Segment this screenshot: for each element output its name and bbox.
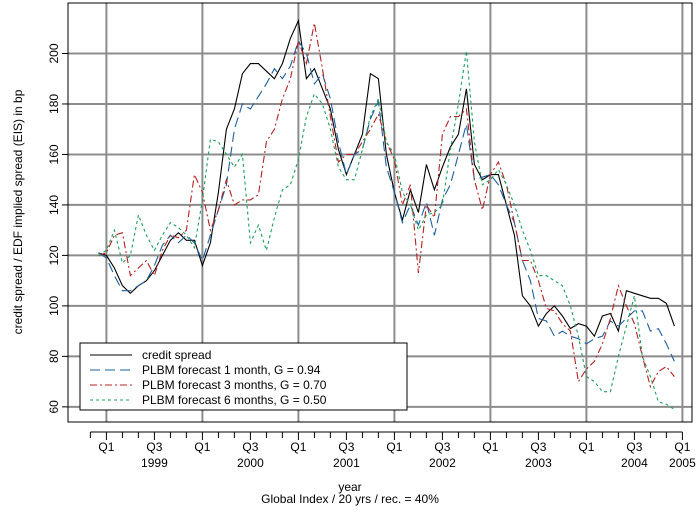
x-tick-label: Q3 — [434, 440, 450, 454]
year-label: 2000 — [237, 456, 264, 470]
year-label: 2004 — [621, 456, 648, 470]
y-tick-label: 60 — [47, 400, 61, 414]
x-tick-label: Q1 — [578, 440, 594, 454]
y-tick-label: 160 — [47, 144, 61, 164]
year-label: 2001 — [333, 456, 360, 470]
x-tick-label: Q1 — [482, 440, 498, 454]
plot-frame — [67, 2, 693, 423]
x-tick-label: Q3 — [530, 440, 546, 454]
legend-label: PLBM forecast 3 months, G = 0.70 — [142, 378, 327, 392]
y-tick-label: 200 — [47, 43, 61, 63]
x-tick-label: Q1 — [674, 440, 690, 454]
legend-label: PLBM forecast 6 months, G = 0.50 — [142, 393, 327, 407]
year-label: 2005 — [669, 456, 696, 470]
y-tick-label: 140 — [47, 195, 61, 215]
x-axis-sublabel: Global Index / 20 yrs / rec. = 40% — [261, 492, 439, 506]
x-tick-label: Q3 — [338, 440, 354, 454]
x-tick-label: Q1 — [290, 440, 306, 454]
y-axis-label: credit spread / EDF implied spread (EIS)… — [11, 89, 25, 334]
series-line — [98, 50, 675, 410]
x-tick-label: Q3 — [626, 440, 642, 454]
y-tick-label: 100 — [47, 296, 61, 316]
x-tick-label: Q1 — [194, 440, 210, 454]
legend-label: credit spread — [142, 348, 211, 362]
y-tick-label: 120 — [47, 245, 61, 265]
x-tick-label: Q3 — [242, 440, 258, 454]
series-line — [98, 39, 675, 362]
x-tick-label: Q1 — [386, 440, 402, 454]
year-label: 1999 — [141, 456, 168, 470]
y-tick-label: 180 — [47, 94, 61, 114]
legend-box — [79, 342, 408, 411]
x-tick-label: Q3 — [146, 440, 162, 454]
x-tick-label: Q1 — [98, 440, 114, 454]
x-axis-label: year — [338, 480, 361, 494]
series-line — [98, 18, 675, 338]
year-label: 2002 — [429, 456, 456, 470]
y-tick-label: 80 — [47, 349, 61, 363]
legend-label: PLBM forecast 1 month, G = 0.94 — [142, 363, 321, 377]
year-label: 2003 — [525, 456, 552, 470]
